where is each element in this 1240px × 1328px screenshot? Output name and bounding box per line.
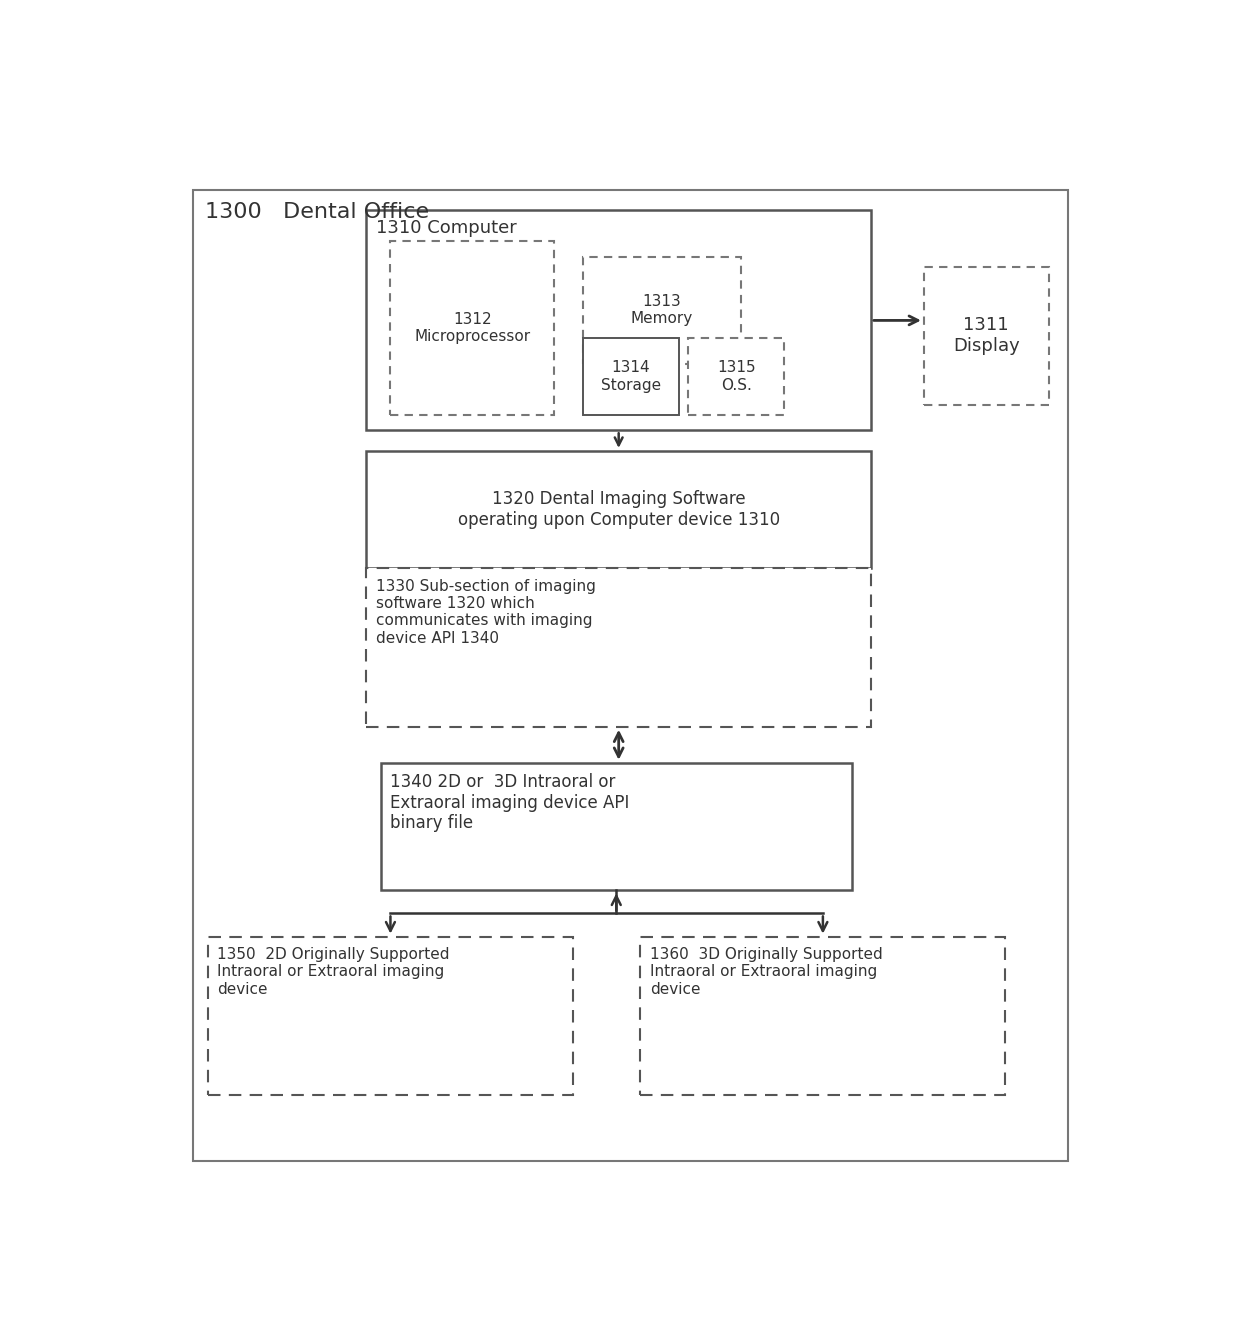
Text: 1312
Microprocessor: 1312 Microprocessor: [414, 312, 531, 344]
Bar: [381, 762, 852, 891]
Bar: [640, 936, 1006, 1096]
Bar: [367, 568, 870, 726]
Text: 1314
Storage: 1314 Storage: [600, 360, 661, 393]
Bar: [208, 936, 573, 1096]
Text: 1310 Computer: 1310 Computer: [376, 219, 517, 236]
Text: 1330 Sub-section of imaging
software 1320 which
communicates with imaging
device: 1330 Sub-section of imaging software 132…: [376, 579, 596, 645]
Text: 1300   Dental Office: 1300 Dental Office: [205, 202, 429, 222]
Bar: [583, 339, 678, 414]
Bar: [391, 242, 554, 414]
Bar: [367, 210, 870, 430]
Text: 1313
Memory: 1313 Memory: [631, 293, 693, 327]
Bar: [924, 267, 1049, 405]
Text: 1360  3D Originally Supported
Intraoral or Extraoral imaging
device: 1360 3D Originally Supported Intraoral o…: [650, 947, 883, 996]
Text: 1320 Dental Imaging Software
operating upon Computer device 1310: 1320 Dental Imaging Software operating u…: [458, 490, 780, 529]
Text: 1315
O.S.: 1315 O.S.: [717, 360, 755, 393]
Bar: [583, 256, 742, 364]
Text: 1340 2D or  3D Intraoral or
Extraoral imaging device API
binary file: 1340 2D or 3D Intraoral or Extraoral ima…: [391, 773, 630, 833]
Text: 1311
Display: 1311 Display: [952, 316, 1019, 355]
Bar: [688, 339, 785, 414]
Bar: [367, 450, 870, 568]
Text: 1350  2D Originally Supported
Intraoral or Extraoral imaging
device: 1350 2D Originally Supported Intraoral o…: [217, 947, 450, 996]
